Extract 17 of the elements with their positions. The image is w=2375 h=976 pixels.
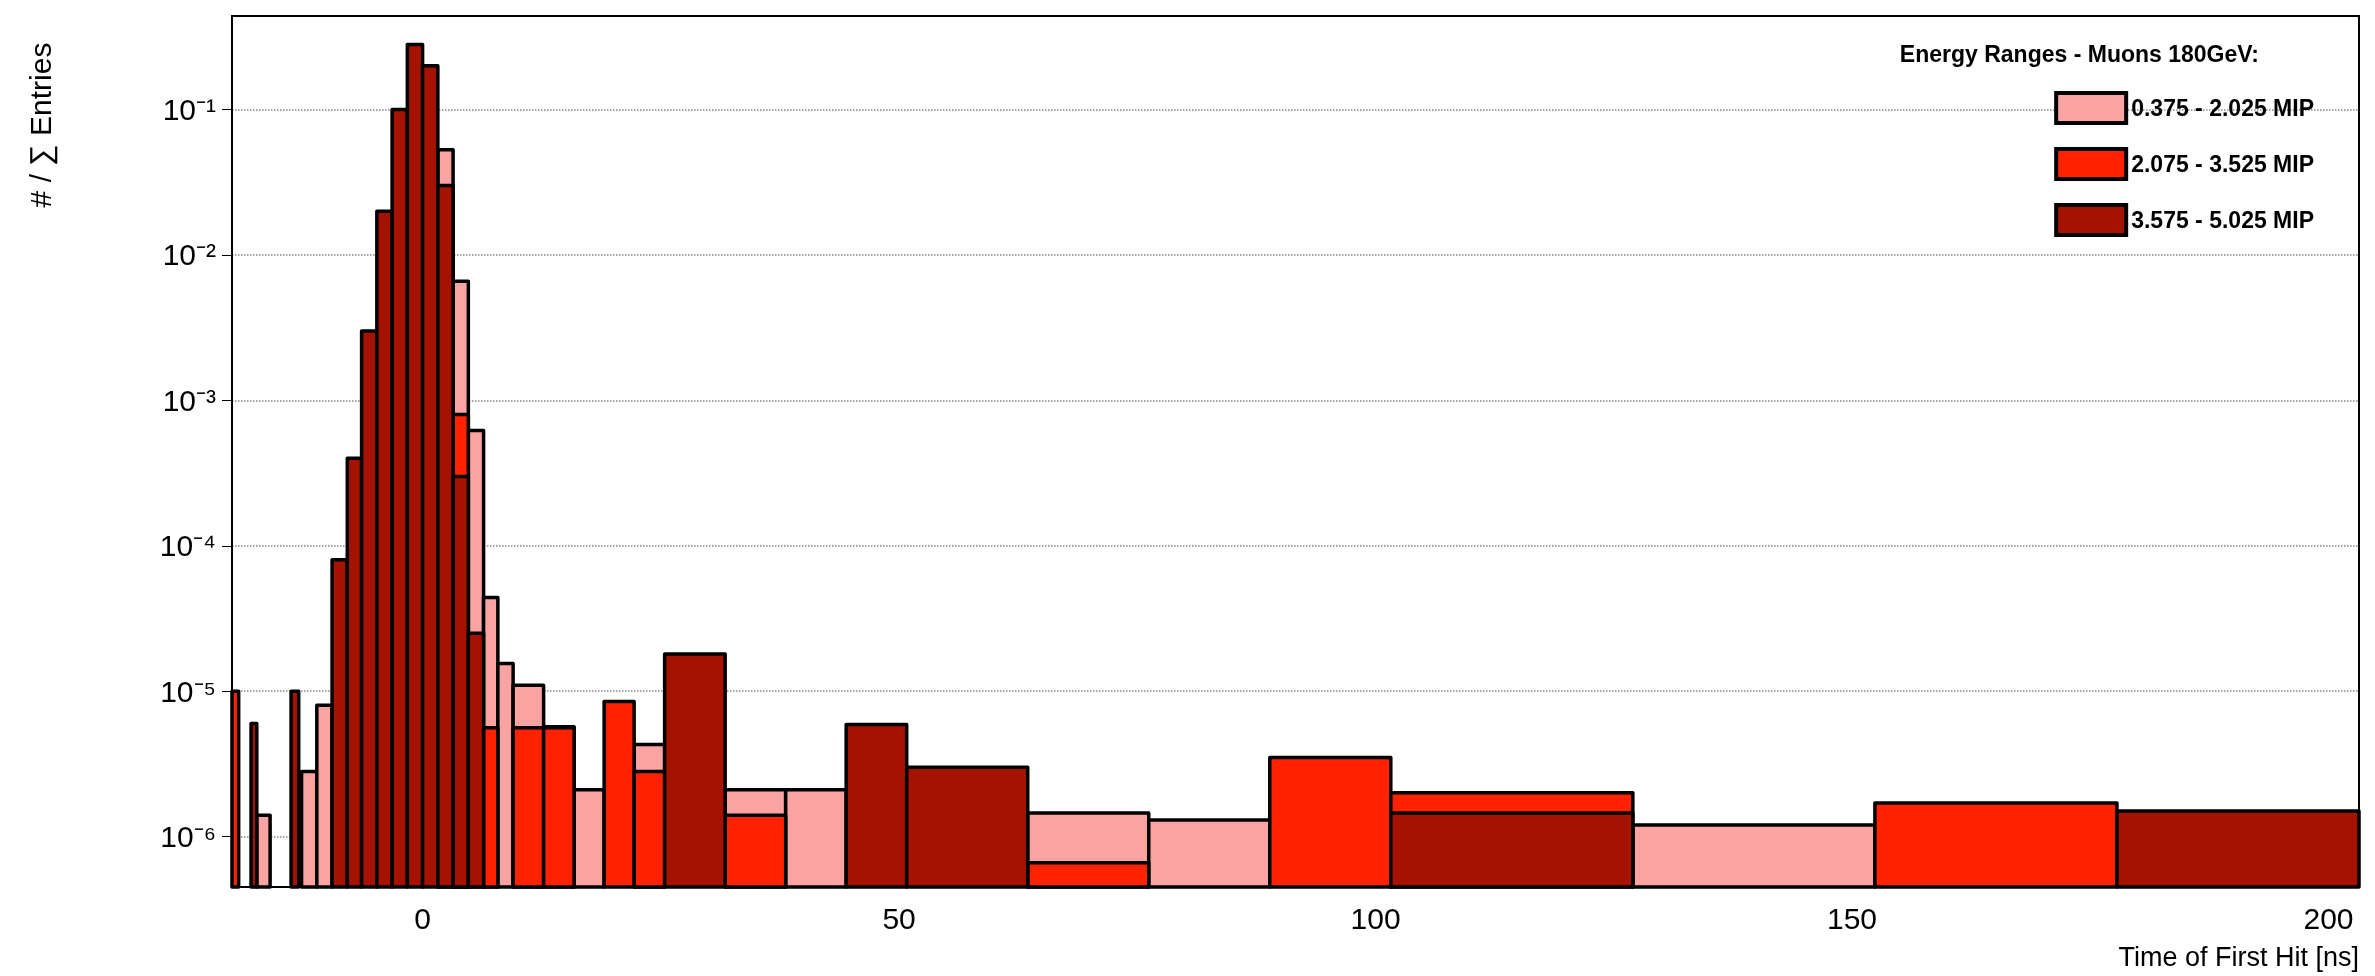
x-tick-label: 200 [2303,901,2354,935]
y-tick-label: 10⁻³ [162,383,217,417]
y-tick-label: 10⁻² [162,238,217,272]
x-tick-label: 150 [1827,901,1878,935]
y-tick-label: 10⁻⁴ [159,529,216,563]
y-axis-title: # / ∑ Entries [23,42,58,208]
x-tick-label: 0 [414,901,431,935]
x-tick-label: 100 [1350,901,1401,935]
x-axis-title: Time of First Hit [ns] [2118,941,2360,972]
legend-label: 0.375 - 2.025 MIP [2131,95,2315,121]
x-tick-label: 50 [882,901,916,935]
y-tick-label: 10⁻⁵ [160,674,216,708]
legend-label: 3.575 - 5.025 MIP [2131,207,2315,233]
y-tick-label: 10⁻⁶ [160,820,216,854]
y-tick-label: 10⁻¹ [162,93,217,127]
legend-title: Energy Ranges - Muons 180GeV: [1899,40,2260,67]
legend-label: 2.075 - 3.525 MIP [2131,151,2315,177]
